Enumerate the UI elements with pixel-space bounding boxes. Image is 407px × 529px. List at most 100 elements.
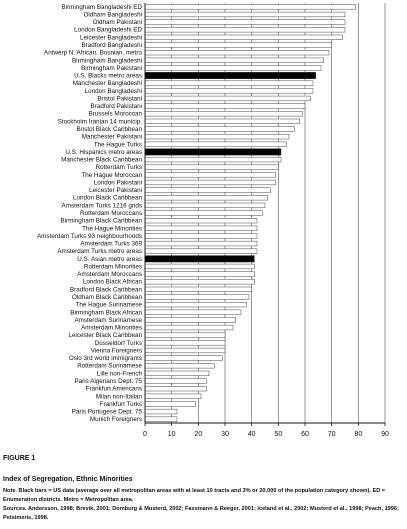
x-tick-label: 10 — [168, 431, 176, 438]
bar — [144, 118, 300, 124]
bar — [144, 286, 252, 292]
bar — [144, 202, 266, 208]
bar-label: Manchester Pakistani — [82, 134, 142, 141]
bar-label: London Black African — [83, 279, 143, 286]
bar-label: Oldham Pakistani — [93, 19, 142, 26]
bar — [144, 347, 226, 354]
bar-label: Bradford Bangladeshi — [81, 42, 142, 49]
bar-label: Manchester Black Caribbean — [61, 157, 142, 164]
bar — [144, 65, 322, 71]
bars — [144, 4, 356, 422]
bar — [144, 233, 258, 239]
bar — [144, 172, 276, 178]
bar — [144, 134, 290, 140]
bar — [144, 27, 346, 33]
bar — [144, 294, 250, 300]
bar-label: Oldham Bangladeshi — [84, 11, 142, 18]
bar-label: Stockholm Iranian 14 municip. — [58, 118, 143, 125]
bar — [144, 141, 287, 147]
bar — [144, 4, 356, 10]
bar-label: Lille non-French — [97, 370, 143, 377]
figure-label: FIGURE 1 — [3, 455, 36, 462]
bar — [144, 103, 306, 109]
x-axis: 0 10 20 30 40 50 60 70 80 90 — [143, 3, 389, 438]
bar-label: Manchester Bangladeshi — [73, 80, 142, 87]
bar — [144, 408, 178, 415]
bar-label: Birmingham Black African — [70, 309, 142, 316]
bar — [144, 57, 324, 63]
bar-label: Leicester Pakistani — [89, 187, 142, 194]
bar — [144, 317, 236, 323]
bar — [144, 363, 215, 369]
x-tick-label: 90 — [381, 431, 389, 438]
bar — [144, 279, 255, 285]
bar — [144, 240, 258, 247]
bar-label: London Pakistani — [94, 179, 142, 186]
x-tick-label: 80 — [354, 431, 362, 438]
bar-label: Munich Foreigners — [90, 416, 142, 423]
bar-label: U.S. Asian metro areas — [77, 256, 142, 263]
bar — [144, 271, 255, 277]
bar — [144, 156, 282, 163]
bar-label: Amsterdam Turks 93 neighbourhoods — [37, 233, 142, 240]
bar-label: U.S. Hispanics metro areas — [65, 149, 142, 156]
bar-label: Frankfurt Americans — [86, 386, 142, 393]
bar-label: Amsterdam Surinamese — [74, 317, 142, 324]
bar-label: Antwerp N. African, Bosnian, metro — [44, 50, 142, 57]
bar-label: Amsterdam Turks 369 — [80, 241, 142, 248]
bar — [144, 50, 330, 56]
figure-title: Index of Segregation, Ethnic Minorities — [3, 476, 133, 483]
bar — [144, 80, 314, 86]
bar — [144, 19, 346, 25]
bar-label: Milan non-Italian — [96, 393, 143, 400]
bar-label: Bradford Pakistani — [91, 103, 142, 110]
bar — [144, 88, 314, 94]
bar-label: Bristol Black Caribbean — [77, 126, 143, 133]
bar-label: Frankfurt Turks — [100, 401, 142, 408]
bar — [144, 302, 247, 308]
bar — [144, 42, 332, 48]
bar — [144, 370, 210, 376]
bar-label: U.S. Blacks metro areas — [74, 73, 142, 80]
bar-label: Oldham Black Caribbean — [72, 294, 142, 301]
bar — [144, 332, 226, 338]
bar — [144, 263, 255, 270]
bar — [144, 126, 295, 132]
bar — [144, 401, 196, 407]
bar-label: London Bangladeshi — [85, 88, 142, 95]
bar-label: Düsseldorf Turks — [95, 340, 142, 347]
bar-label: Rotterdam Moroccans — [80, 210, 142, 217]
bar-us — [144, 72, 316, 80]
bar-label: Birmingham Bangladeshi ED — [61, 4, 142, 11]
x-tick-label: 20 — [194, 431, 202, 438]
bar — [144, 111, 303, 117]
bar — [144, 248, 258, 254]
bar-label: Amsterdam Turks 1216 grids — [62, 202, 143, 209]
bar — [144, 386, 207, 392]
bar-label: Paris Algerians Dept. 75 — [74, 378, 142, 385]
x-tick-label: 40 — [248, 431, 256, 438]
bar-label: Birmingham Bangladeshi — [72, 57, 142, 64]
bar-label: Birmingham Pakistani — [81, 65, 142, 72]
bar-label: Leicester Black Caribbean — [68, 332, 142, 339]
bar-label: Rotterdam Minorities — [84, 263, 142, 270]
bar-label: Amsterdam Moroccans — [77, 271, 142, 278]
bar — [144, 95, 311, 102]
bar-label: London Black Caribbean — [73, 195, 142, 202]
bar-label: London Bangladeshi ED — [74, 27, 142, 34]
x-tick-label: 50 — [274, 431, 282, 438]
x-tick-label: 30 — [221, 431, 229, 438]
x-tick-label: 70 — [328, 431, 336, 438]
bar — [144, 340, 226, 346]
bar-label: Bristol Pakistani — [97, 95, 142, 102]
bar-label: The Hague Surinamese — [75, 302, 142, 309]
bar-label: The Hague Turks — [94, 141, 142, 148]
bar — [144, 309, 242, 315]
bar — [144, 34, 343, 40]
bar — [144, 218, 258, 224]
bar-label: Amsterdam Minorities — [81, 325, 142, 332]
bar-label: The Hague Minorities — [82, 225, 142, 232]
bar-label: Rotterdam Turks — [95, 164, 142, 171]
